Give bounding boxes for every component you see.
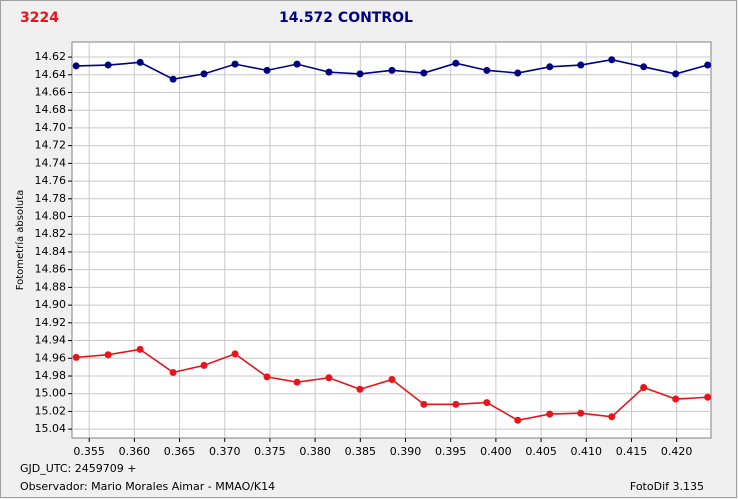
y-tick-label: 14.88 <box>35 280 67 293</box>
data-point <box>546 410 554 418</box>
data-point <box>263 66 271 74</box>
data-point <box>104 61 112 69</box>
y-tick-label: 14.94 <box>35 334 67 347</box>
data-point <box>640 63 648 71</box>
data-point <box>169 75 177 83</box>
data-point <box>640 384 648 392</box>
x-tick-label: 0.400 <box>480 445 512 458</box>
y-tick-label: 14.66 <box>35 85 67 98</box>
y-tick-label: 14.92 <box>35 316 67 329</box>
data-point <box>577 61 585 69</box>
y-tick-label: 14.86 <box>35 263 67 276</box>
data-point <box>169 368 177 376</box>
y-tick-label: 15.00 <box>35 387 67 400</box>
data-point <box>608 56 616 64</box>
footer-observer: Observador: Mario Morales Aimar - MMAO/K… <box>20 480 275 493</box>
y-tick-label: 14.62 <box>35 50 67 63</box>
data-point <box>514 69 522 77</box>
y-tick-label: 14.74 <box>35 156 67 169</box>
y-tick-label: 14.64 <box>35 68 67 81</box>
x-tick-label: 0.380 <box>299 445 331 458</box>
data-point <box>483 66 491 74</box>
data-point <box>136 345 144 353</box>
data-point <box>72 353 80 361</box>
y-tick-label: 14.90 <box>35 298 67 311</box>
data-point <box>420 400 428 408</box>
data-point <box>546 63 554 71</box>
data-point <box>388 376 396 384</box>
data-point <box>293 378 301 386</box>
footer-gjd: GJD_UTC: 2459709 + <box>20 462 136 475</box>
y-tick-label: 15.02 <box>35 404 67 417</box>
y-tick-label: 14.68 <box>35 103 67 116</box>
x-tick-label: 0.360 <box>119 445 151 458</box>
data-point <box>293 60 301 68</box>
y-tick-label: 14.78 <box>35 192 67 205</box>
y-tick-label: 15.04 <box>35 422 67 435</box>
footer-version: FotoDif 3.135 <box>630 480 704 493</box>
object-label: 3224 <box>20 10 59 26</box>
x-tick-label: 0.410 <box>571 445 603 458</box>
data-point <box>672 395 680 403</box>
data-point <box>483 399 491 407</box>
x-tick-label: 0.355 <box>73 445 105 458</box>
data-point <box>72 62 80 70</box>
data-point <box>104 351 112 359</box>
x-tick-label: 0.385 <box>345 445 377 458</box>
x-tick-label: 0.375 <box>254 445 286 458</box>
y-tick-label: 14.82 <box>35 227 67 240</box>
x-tick-label: 0.405 <box>525 445 557 458</box>
data-point <box>200 70 208 78</box>
y-tick-label: 14.76 <box>35 174 67 187</box>
y-tick-label: 14.70 <box>35 121 67 134</box>
data-point <box>388 66 396 74</box>
data-point <box>452 400 460 408</box>
x-tick-label: 0.390 <box>390 445 422 458</box>
x-tick-label: 0.395 <box>435 445 467 458</box>
data-point <box>452 59 460 67</box>
chart-title: 14.572 CONTROL <box>279 10 413 26</box>
data-point <box>704 393 712 401</box>
x-tick-label: 0.415 <box>616 445 648 458</box>
y-tick-label: 14.98 <box>35 369 67 382</box>
data-point <box>136 58 144 66</box>
data-point <box>672 70 680 78</box>
data-point <box>263 373 271 381</box>
x-tick-label: 0.370 <box>209 445 241 458</box>
y-tick-label: 14.84 <box>35 245 67 258</box>
data-point <box>577 409 585 417</box>
data-point <box>231 60 239 68</box>
data-point <box>325 68 333 76</box>
data-point <box>608 413 616 421</box>
y-tick-label: 14.96 <box>35 351 67 364</box>
data-point <box>514 416 522 424</box>
data-point <box>420 69 428 77</box>
y-tick-label: 14.80 <box>35 210 67 223</box>
data-point <box>704 61 712 69</box>
data-point <box>356 70 364 78</box>
data-point <box>325 374 333 382</box>
x-tick-label: 0.420 <box>661 445 693 458</box>
data-point <box>231 350 239 358</box>
x-tick-label: 0.365 <box>164 445 196 458</box>
data-point <box>356 385 364 393</box>
data-point <box>200 361 208 369</box>
y-tick-label: 14.72 <box>35 139 67 152</box>
y-axis-label: Fotometría absoluta <box>14 190 26 291</box>
